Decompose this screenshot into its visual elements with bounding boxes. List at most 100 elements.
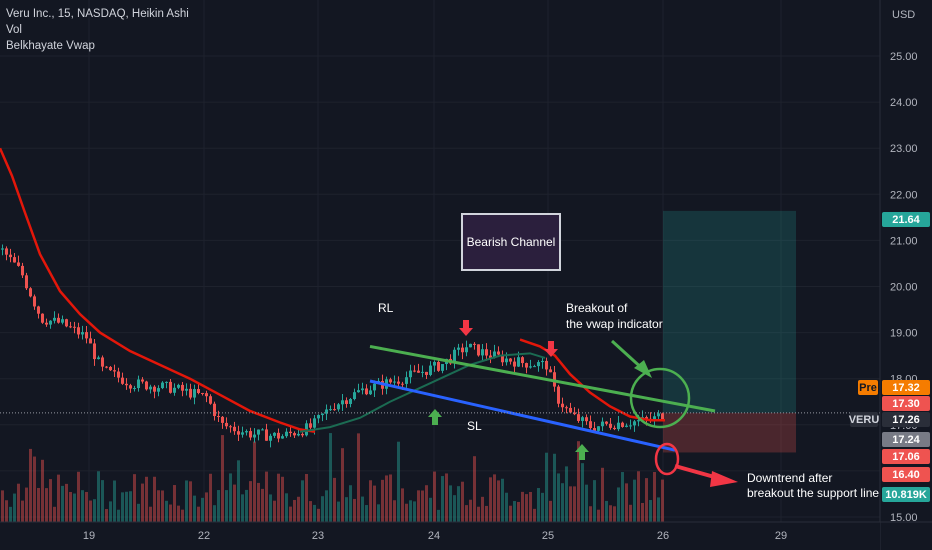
volume-bar <box>461 481 464 522</box>
candle-body <box>509 358 512 362</box>
volume-bar <box>465 505 468 522</box>
candle-body <box>29 288 32 297</box>
vwap-indicator-label[interactable]: Belkhayate Vwap <box>6 40 95 52</box>
price-badge-value: 17.06 <box>892 451 920 463</box>
candle-body <box>249 431 252 438</box>
volume-bar <box>649 500 652 522</box>
candle-body <box>113 370 116 372</box>
volume-bar <box>29 448 32 522</box>
sl-label: SL <box>467 419 482 433</box>
candle-body <box>497 351 500 355</box>
volume-bar <box>197 506 200 522</box>
candle-body <box>485 349 488 356</box>
volume-bar <box>589 506 592 522</box>
volume-bar <box>385 475 388 522</box>
volume-bar <box>481 496 484 522</box>
sl-trendline[interactable] <box>369 379 676 452</box>
candle-body <box>581 417 584 421</box>
candle-body <box>309 423 312 428</box>
volume-bar <box>69 491 72 522</box>
candle-body <box>373 383 376 391</box>
volume-bar <box>213 505 216 522</box>
candle-body <box>325 409 328 414</box>
volume-bar <box>181 509 184 522</box>
volume-bar <box>489 477 492 522</box>
volume-bar <box>345 497 348 522</box>
candle-body <box>241 432 244 435</box>
bearish-channel-label: Bearish Channel <box>467 235 556 249</box>
candle-body <box>473 343 476 345</box>
volume-bar <box>13 493 16 522</box>
volume-bar <box>485 505 488 522</box>
candle-body <box>421 371 424 373</box>
rl-label: RL <box>378 301 394 315</box>
candle-body <box>341 400 344 405</box>
volume-bar <box>81 490 84 522</box>
volume-bar <box>109 501 112 522</box>
volume-bar <box>637 471 640 522</box>
candle-body <box>273 432 276 436</box>
candle-body <box>189 388 192 398</box>
volume-bar <box>369 480 372 522</box>
candle-body <box>577 414 580 421</box>
downtrend-label-1: Downtrend after <box>747 471 832 485</box>
green-up-arrow-1 <box>428 409 442 425</box>
price-axis[interactable]: USD25.0024.0023.0022.0021.0020.0019.0018… <box>849 0 932 550</box>
volume-bar <box>253 441 256 522</box>
volume-bar <box>321 496 324 522</box>
price-badge-value: 10.819K <box>885 489 927 501</box>
candle-body <box>533 366 536 368</box>
volume-bar <box>445 473 448 522</box>
candle-body <box>405 377 408 384</box>
candle-body <box>253 434 256 438</box>
volume-bar <box>1 490 4 522</box>
x-tick-label: 23 <box>312 530 324 542</box>
volume-bar <box>633 479 636 522</box>
candle-body <box>49 320 52 325</box>
volume-bar <box>325 490 328 522</box>
time-axis[interactable]: 19 22 23 24 25 26 29 <box>0 521 932 550</box>
currency-label: USD <box>892 9 915 21</box>
y-tick-label: 22.00 <box>890 189 918 201</box>
volume-bar <box>57 474 60 522</box>
x-tick-label: 26 <box>657 530 669 542</box>
candle-body <box>633 421 636 426</box>
candle-body <box>401 383 404 385</box>
candle-body <box>217 416 220 418</box>
candle-body <box>537 362 540 367</box>
candle-body <box>329 409 332 411</box>
candle-body <box>521 357 524 364</box>
volume-bar <box>89 500 92 522</box>
volume-bar <box>557 473 560 522</box>
candle-body <box>441 364 444 371</box>
volume-indicator-label[interactable]: Vol <box>6 24 22 36</box>
price-badge-tag: VERU <box>849 414 880 426</box>
candle-body <box>169 381 172 393</box>
candle-body <box>313 418 316 428</box>
volume-bar <box>193 495 196 522</box>
candle-body <box>109 366 112 371</box>
y-tick-label: 20.00 <box>890 282 918 294</box>
volume-bar <box>189 481 192 522</box>
vwap-line-green <box>299 352 546 433</box>
candle-body <box>61 319 64 323</box>
candle-body <box>293 433 296 436</box>
candle-body <box>513 361 516 367</box>
volume-bar <box>133 474 136 522</box>
volume-bar <box>605 500 608 522</box>
volume-bar <box>585 484 588 522</box>
candle-body <box>369 390 372 395</box>
candle-body <box>153 386 156 392</box>
candle-body <box>281 436 284 439</box>
symbol-title[interactable]: Veru Inc., 15, NASDAQ, Heikin Ashi <box>6 8 189 20</box>
candle-body <box>157 388 160 392</box>
rl-trendline[interactable] <box>369 344 716 413</box>
candle-body <box>77 327 80 335</box>
volume-bar <box>329 433 332 522</box>
volume-bar <box>365 505 368 522</box>
volume-bar <box>9 506 12 522</box>
volume-bar <box>405 503 408 522</box>
y-tick-label: 24.00 <box>890 97 918 109</box>
candle-body <box>477 344 480 356</box>
